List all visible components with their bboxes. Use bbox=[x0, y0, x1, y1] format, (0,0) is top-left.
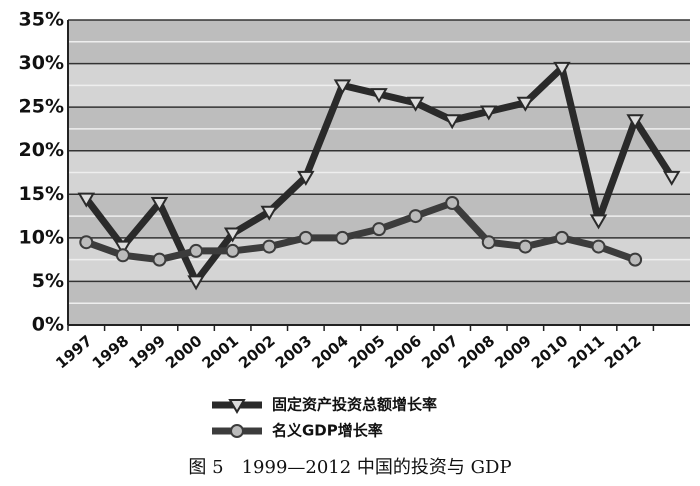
x-tick-label: 1998 bbox=[89, 332, 133, 373]
marker bbox=[260, 205, 278, 221]
marker bbox=[114, 240, 132, 256]
x-tick-label: 1997 bbox=[52, 332, 96, 373]
marker bbox=[589, 214, 608, 230]
x-tick-label: 1999 bbox=[125, 332, 169, 373]
marker bbox=[626, 114, 644, 130]
y-tick-label: 5% bbox=[32, 270, 64, 292]
x-tick-label: 2003 bbox=[272, 332, 316, 373]
marker bbox=[480, 105, 498, 121]
marker bbox=[372, 222, 386, 237]
marker bbox=[591, 239, 606, 254]
y-tick-label: 15% bbox=[19, 183, 64, 205]
series bbox=[79, 196, 643, 267]
legend-label: 名义GDP增长率 bbox=[272, 422, 383, 440]
x-tick-label: 2007 bbox=[418, 332, 462, 373]
marker bbox=[223, 227, 242, 243]
marker bbox=[443, 114, 461, 130]
marker bbox=[77, 192, 96, 208]
marker bbox=[370, 88, 388, 104]
x-tick-label: 2006 bbox=[381, 332, 425, 373]
y-tick-label: 35% bbox=[19, 9, 64, 31]
y-tick-label: 0% bbox=[32, 314, 64, 336]
x-tick-label: 2001 bbox=[199, 332, 243, 373]
marker bbox=[445, 196, 460, 210]
x-tick-label: 2005 bbox=[345, 332, 389, 373]
marker bbox=[262, 239, 277, 254]
y-tick-label: 25% bbox=[19, 96, 64, 118]
y-tick-label: 30% bbox=[19, 52, 64, 74]
marker bbox=[408, 209, 423, 224]
x-tick-label: 2012 bbox=[601, 332, 645, 373]
y-tick-label: 20% bbox=[19, 139, 64, 161]
marker bbox=[189, 243, 204, 258]
marker bbox=[628, 252, 643, 267]
x-tick-label: 2010 bbox=[528, 332, 572, 373]
marker bbox=[333, 79, 352, 95]
marker bbox=[406, 96, 425, 112]
marker bbox=[516, 96, 535, 112]
marker bbox=[79, 235, 94, 250]
legend-label: 固定资产投资总额增长率 bbox=[272, 396, 437, 414]
marker bbox=[225, 243, 240, 258]
line bbox=[85, 199, 637, 264]
x-tick-label: 2002 bbox=[235, 332, 279, 373]
marker bbox=[298, 230, 313, 245]
marker bbox=[297, 170, 315, 186]
marker bbox=[115, 248, 130, 263]
marker bbox=[152, 252, 167, 267]
y-tick-label: 10% bbox=[19, 226, 64, 248]
marker bbox=[662, 170, 681, 186]
marker bbox=[187, 275, 205, 291]
marker bbox=[150, 197, 169, 212]
chart-title: 图 5 1999—2012 中国的投资与 GDP bbox=[188, 457, 511, 478]
marker bbox=[553, 61, 571, 77]
x-tick-label: 2008 bbox=[455, 332, 499, 373]
marker bbox=[481, 235, 496, 250]
x-tick-label: 2000 bbox=[162, 332, 206, 373]
x-tick-label: 2011 bbox=[564, 332, 608, 373]
marker bbox=[554, 230, 569, 245]
x-tick-label: 2004 bbox=[308, 332, 352, 373]
marker bbox=[518, 239, 533, 254]
marker bbox=[230, 424, 244, 438]
x-tick-label: 2009 bbox=[491, 332, 535, 373]
marker bbox=[335, 230, 350, 245]
marker bbox=[228, 399, 246, 414]
